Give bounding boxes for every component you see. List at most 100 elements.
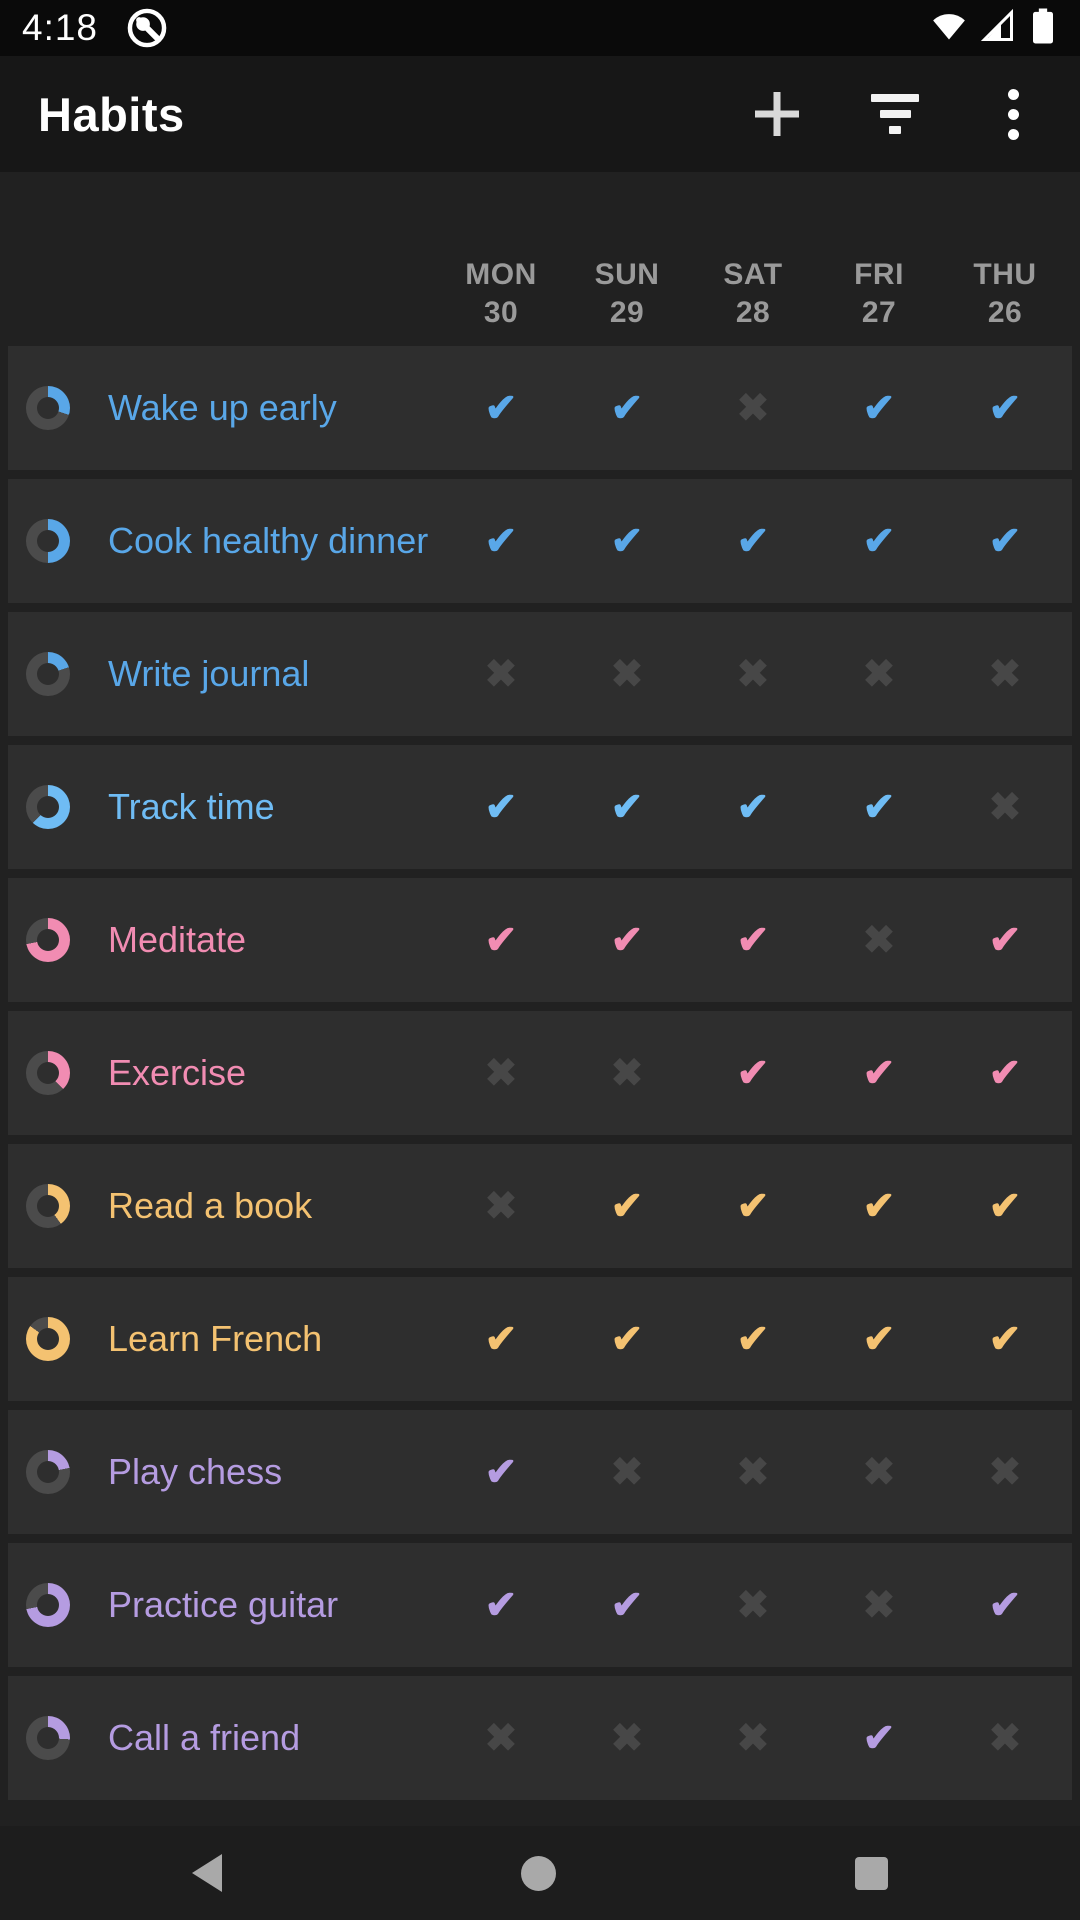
x-mark[interactable]: ✖ xyxy=(988,785,1022,829)
check-mark[interactable]: ✔ xyxy=(988,1184,1022,1228)
filter-button[interactable] xyxy=(868,87,922,141)
check-mark[interactable]: ✔ xyxy=(484,1583,518,1627)
clock: 4:18 xyxy=(22,7,99,48)
x-mark[interactable]: ✖ xyxy=(484,1716,518,1760)
habit-row[interactable]: Track time ✔ ✔ ✔ ✔ ✖ xyxy=(8,745,1072,869)
check-mark[interactable]: ✔ xyxy=(736,1184,770,1228)
check-mark[interactable]: ✔ xyxy=(736,918,770,962)
add-habit-button[interactable] xyxy=(750,87,804,141)
x-mark[interactable]: ✖ xyxy=(610,1450,644,1494)
screen-record-icon xyxy=(126,7,168,49)
habit-progress-ring xyxy=(26,1051,70,1095)
home-button[interactable] xyxy=(521,1855,556,1891)
day-date: 30 xyxy=(483,296,519,329)
check-mark[interactable]: ✔ xyxy=(610,1583,644,1627)
habit-name[interactable]: Write journal xyxy=(108,653,310,694)
x-mark[interactable]: ✖ xyxy=(484,652,518,696)
battery-icon xyxy=(1028,6,1058,51)
habit-progress-ring xyxy=(26,1583,70,1627)
x-mark[interactable]: ✖ xyxy=(484,1184,518,1228)
habit-name[interactable]: Meditate xyxy=(108,919,247,960)
habit-progress-ring xyxy=(26,785,70,829)
filter-icon xyxy=(871,94,919,134)
habit-name[interactable]: Call a friend xyxy=(108,1717,301,1758)
day-header-row: MON 30 SUN 29 SAT 28 FRI 27 THU 26 xyxy=(0,172,1080,346)
habit-name[interactable]: Practice guitar xyxy=(108,1584,339,1625)
habit-name[interactable]: Track time xyxy=(108,786,275,827)
habit-row[interactable]: Play chess ✔ ✖ ✖ ✖ ✖ xyxy=(8,1410,1072,1534)
day-name: THU xyxy=(973,258,1037,291)
habit-row[interactable]: Call a friend ✖ ✖ ✖ ✔ ✖ xyxy=(8,1676,1072,1800)
overflow-menu-button[interactable] xyxy=(986,87,1040,141)
check-mark[interactable]: ✔ xyxy=(862,1317,896,1361)
x-mark[interactable]: ✖ xyxy=(610,652,644,696)
check-mark[interactable]: ✔ xyxy=(862,386,896,430)
day-name: FRI xyxy=(854,258,904,291)
habit-row[interactable]: Meditate ✔ ✔ ✔ ✖ ✔ xyxy=(8,878,1072,1002)
check-mark[interactable]: ✔ xyxy=(862,519,896,563)
habit-list: Wake up early ✔ ✔ ✖ ✔ ✔ Cook healthy dinner … xyxy=(0,346,1080,1800)
check-mark[interactable]: ✔ xyxy=(862,1716,896,1760)
check-mark[interactable]: ✔ xyxy=(988,1317,1022,1361)
day-date: 29 xyxy=(609,296,645,329)
habit-row[interactable]: Practice guitar ✔ ✔ ✖ ✖ ✔ xyxy=(8,1543,1072,1667)
habit-name[interactable]: Play chess xyxy=(108,1451,283,1492)
recents-button[interactable] xyxy=(855,1856,888,1890)
check-mark[interactable]: ✔ xyxy=(610,918,644,962)
x-mark[interactable]: ✖ xyxy=(862,652,896,696)
x-mark[interactable]: ✖ xyxy=(862,1450,896,1494)
check-mark[interactable]: ✔ xyxy=(610,1184,644,1228)
x-mark[interactable]: ✖ xyxy=(988,1450,1022,1494)
x-mark[interactable]: ✖ xyxy=(988,1716,1022,1760)
habit-name[interactable]: Cook healthy dinner xyxy=(108,520,429,561)
check-mark[interactable]: ✔ xyxy=(736,519,770,563)
cell-signal-icon xyxy=(980,8,1016,49)
check-mark[interactable]: ✔ xyxy=(610,785,644,829)
x-mark[interactable]: ✖ xyxy=(862,1583,896,1627)
check-mark[interactable]: ✔ xyxy=(988,519,1022,563)
x-mark[interactable]: ✖ xyxy=(610,1051,644,1095)
check-mark[interactable]: ✔ xyxy=(484,386,518,430)
x-mark[interactable]: ✖ xyxy=(736,652,770,696)
x-mark[interactable]: ✖ xyxy=(484,1051,518,1095)
check-mark[interactable]: ✔ xyxy=(862,1051,896,1095)
habit-row[interactable]: Exercise ✖ ✖ ✔ ✔ ✔ xyxy=(8,1011,1072,1135)
check-mark[interactable]: ✔ xyxy=(988,1583,1022,1627)
x-mark[interactable]: ✖ xyxy=(736,386,770,430)
habit-row[interactable]: Write journal ✖ ✖ ✖ ✖ ✖ xyxy=(8,612,1072,736)
check-mark[interactable]: ✔ xyxy=(484,918,518,962)
x-mark[interactable]: ✖ xyxy=(736,1583,770,1627)
habit-name[interactable]: Learn French xyxy=(108,1318,323,1359)
check-mark[interactable]: ✔ xyxy=(862,785,896,829)
check-mark[interactable]: ✔ xyxy=(736,1051,770,1095)
check-mark[interactable]: ✔ xyxy=(484,1317,518,1361)
check-mark[interactable]: ✔ xyxy=(610,519,644,563)
x-mark[interactable]: ✖ xyxy=(862,918,896,962)
habit-name[interactable]: Exercise xyxy=(108,1052,247,1093)
check-mark[interactable]: ✔ xyxy=(736,785,770,829)
habit-row[interactable]: Wake up early ✔ ✔ ✖ ✔ ✔ xyxy=(8,346,1072,470)
check-mark[interactable]: ✔ xyxy=(988,1051,1022,1095)
check-mark[interactable]: ✔ xyxy=(988,386,1022,430)
habit-name[interactable]: Wake up early xyxy=(108,387,337,428)
habit-row[interactable]: Read a book ✖ ✔ ✔ ✔ ✔ xyxy=(8,1144,1072,1268)
back-button[interactable] xyxy=(192,1854,222,1892)
check-mark[interactable]: ✔ xyxy=(610,386,644,430)
day-column-header: THU 26 xyxy=(942,258,1068,330)
x-mark[interactable]: ✖ xyxy=(988,652,1022,696)
habit-row[interactable]: Cook healthy dinner ✔ ✔ ✔ ✔ ✔ xyxy=(8,479,1072,603)
check-mark[interactable]: ✔ xyxy=(736,1317,770,1361)
check-mark[interactable]: ✔ xyxy=(862,1184,896,1228)
check-mark[interactable]: ✔ xyxy=(988,918,1022,962)
check-mark[interactable]: ✔ xyxy=(610,1317,644,1361)
habit-name[interactable]: Read a book xyxy=(108,1185,313,1226)
check-mark[interactable]: ✔ xyxy=(484,785,518,829)
x-mark[interactable]: ✖ xyxy=(610,1716,644,1760)
day-name: MON xyxy=(465,258,537,291)
x-mark[interactable]: ✖ xyxy=(736,1716,770,1760)
check-mark[interactable]: ✔ xyxy=(484,1450,518,1494)
check-mark[interactable]: ✔ xyxy=(484,519,518,563)
habit-row[interactable]: Learn French ✔ ✔ ✔ ✔ ✔ xyxy=(8,1277,1072,1401)
x-mark[interactable]: ✖ xyxy=(736,1450,770,1494)
page-title: Habits xyxy=(38,87,185,141)
